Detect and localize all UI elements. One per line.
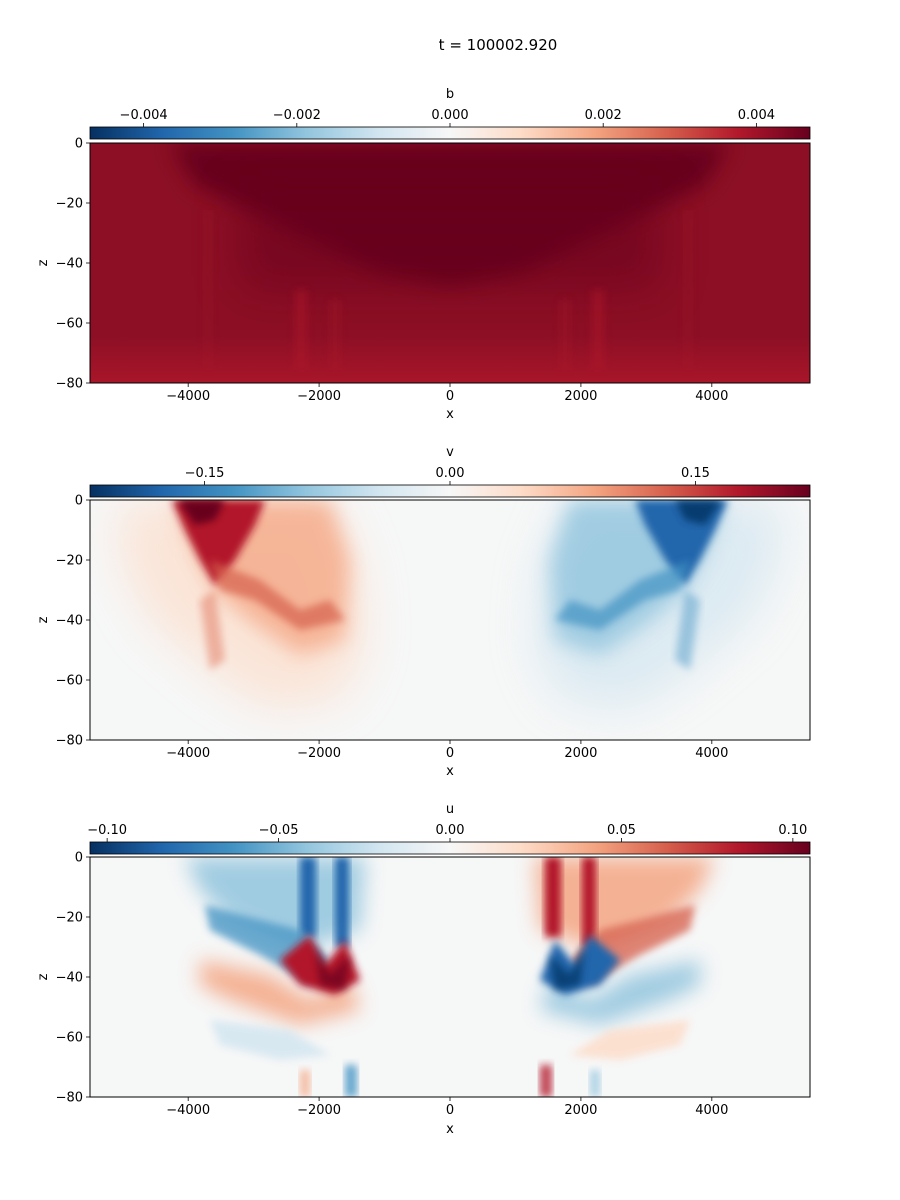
x-axis-label-u: x (446, 1122, 454, 1137)
y-tick-label: 0 (75, 494, 83, 509)
x-tick-label: −2000 (297, 389, 341, 404)
y-tick-label: 0 (75, 137, 83, 152)
colorbar-tick-label: 0.00 (436, 466, 465, 481)
y-axis-ticks-v: 0 −20 −40 −60 −80 (56, 494, 90, 749)
y-axis-label-v: z (36, 616, 51, 623)
colorbar-tick-label: 0.05 (607, 823, 636, 838)
heatmap-v (90, 500, 810, 740)
colorbar-label-v: v (446, 445, 454, 460)
y-axis-label-u: z (36, 973, 51, 980)
x-tick-label: −2000 (297, 746, 341, 761)
x-tick-label: −2000 (297, 1103, 341, 1118)
x-tick-label: −4000 (166, 1103, 210, 1118)
colorbar-tick-label: 0.00 (436, 823, 465, 838)
x-axis-label-v: x (446, 764, 454, 779)
x-tick-label: 2000 (564, 1103, 597, 1118)
colorbar-tick-label: −0.004 (120, 108, 168, 123)
x-tick-label: 4000 (695, 746, 728, 761)
colorbar-ticks-u: −0.10 −0.05 0.00 0.05 0.10 (87, 823, 807, 842)
x-tick-label: 2000 (564, 746, 597, 761)
y-tick-label: −20 (56, 197, 83, 212)
colorbar-tick-label: 0.000 (431, 108, 468, 123)
y-tick-label: −60 (56, 317, 83, 332)
x-axis-label-b: x (446, 407, 454, 422)
colorbar-v (89, 484, 811, 498)
y-tick-label: −60 (56, 674, 83, 689)
y-tick-label: 0 (75, 851, 83, 866)
colorbar-b (89, 126, 811, 140)
x-tick-label: 0 (446, 746, 454, 761)
y-tick-label: −80 (56, 1091, 83, 1106)
x-tick-label: −4000 (166, 746, 210, 761)
colorbar-tick-label: 0.10 (778, 823, 807, 838)
heatmap-b (90, 143, 810, 383)
colorbar-label-u: u (446, 802, 454, 817)
x-tick-label: 4000 (695, 1103, 728, 1118)
x-axis-ticks-v: −4000 −2000 0 2000 4000 (166, 740, 728, 761)
colorbar-label-b: b (446, 87, 454, 102)
colorbar-tick-label: 0.002 (585, 108, 622, 123)
y-tick-label: −20 (56, 554, 83, 569)
heatmap-u (90, 857, 810, 1097)
colorbar-tick-label: 0.004 (738, 108, 775, 123)
colorbar-u (89, 841, 811, 855)
colorbar-ticks-v: −0.15 0.00 0.15 (185, 466, 710, 485)
colorbar-tick-label: 0.15 (681, 466, 710, 481)
x-tick-label: 4000 (695, 389, 728, 404)
y-axis-ticks-u: 0 −20 −40 −60 −80 (56, 851, 90, 1106)
y-tick-label: −40 (56, 971, 83, 986)
colorbar-tick-label: −0.10 (87, 823, 127, 838)
colorbar-tick-label: −0.05 (259, 823, 299, 838)
panel-v: v −0.15 0.00 0.15 −4000 −2000 0 2000 4000 0 −20… (36, 445, 811, 779)
panel-b: b −0.004 −0.002 0.000 0.002 0.004 −4000 −2000… (36, 87, 811, 422)
y-tick-label: −80 (56, 734, 83, 749)
y-axis-label-b: z (36, 259, 51, 266)
x-tick-label: 2000 (564, 389, 597, 404)
x-axis-ticks-u: −4000 −2000 0 2000 4000 (166, 1097, 728, 1118)
colorbar-tick-label: −0.15 (185, 466, 225, 481)
colorbar-tick-label: −0.002 (273, 108, 321, 123)
panel-u: u −0.10 −0.05 0.00 0.05 0.10 −4000 −2000 0 2000… (36, 802, 811, 1137)
y-tick-label: −80 (56, 377, 83, 392)
y-axis-ticks-b: 0 −20 −40 −60 −80 (56, 137, 90, 392)
x-tick-label: 0 (446, 1103, 454, 1118)
x-tick-label: −4000 (166, 389, 210, 404)
y-tick-label: −40 (56, 257, 83, 272)
colorbar-ticks-b: −0.004 −0.002 0.000 0.002 0.004 (120, 108, 775, 127)
figure-title: t = 100002.920 (439, 36, 558, 54)
x-axis-ticks-b: −4000 −2000 0 2000 4000 (166, 383, 728, 404)
y-tick-label: −20 (56, 911, 83, 926)
y-tick-label: −40 (56, 614, 83, 629)
x-tick-label: 0 (446, 389, 454, 404)
y-tick-label: −60 (56, 1031, 83, 1046)
